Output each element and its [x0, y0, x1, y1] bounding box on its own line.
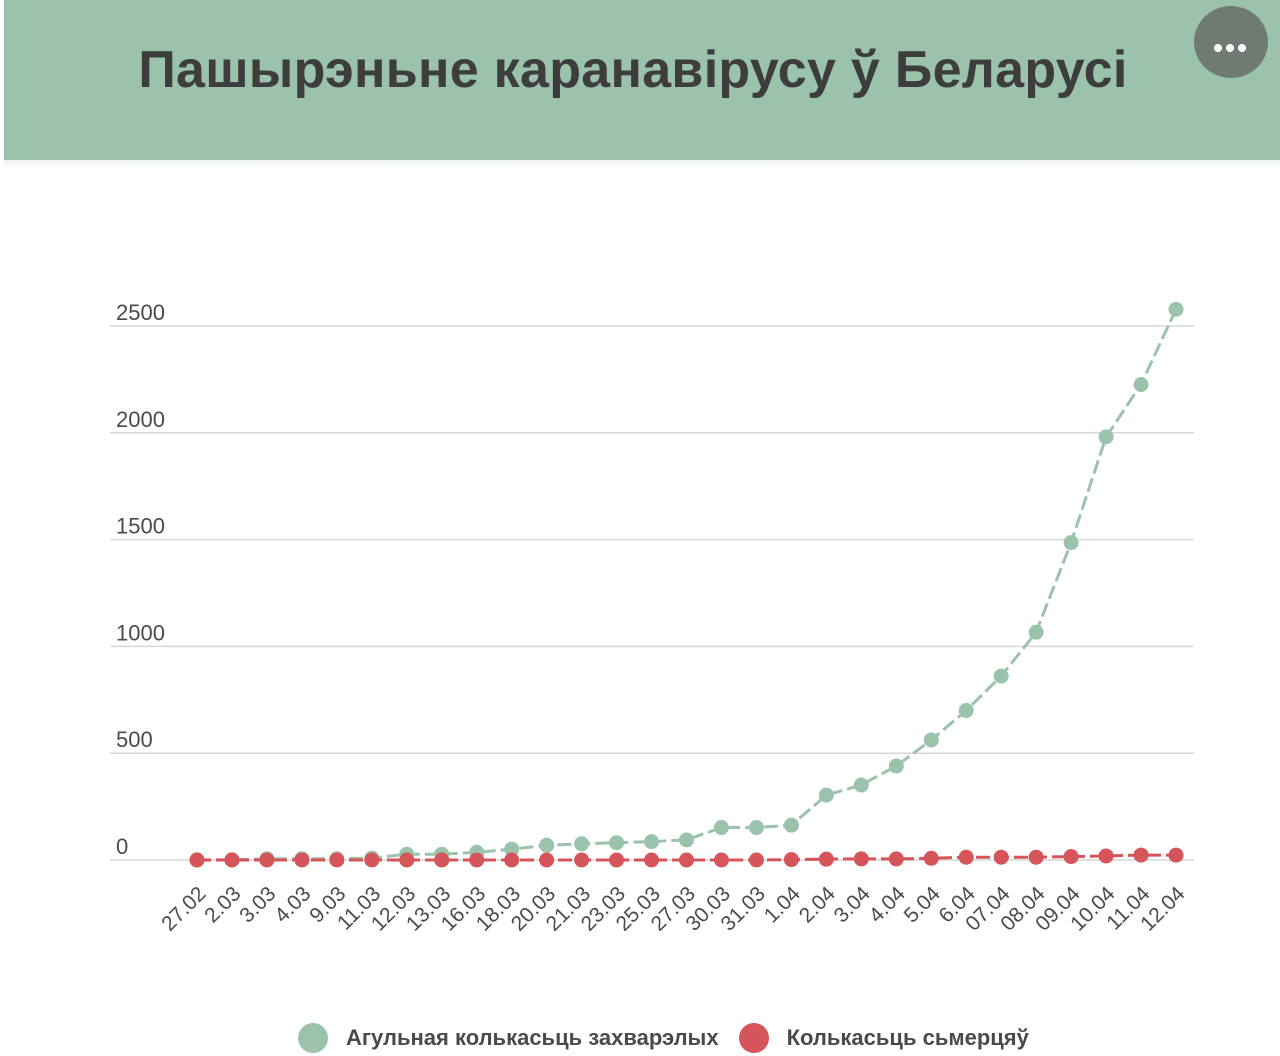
- data-point-0: [783, 817, 799, 833]
- data-point-1: [783, 852, 799, 868]
- data-point-1: [469, 852, 485, 868]
- more-options-button[interactable]: [1194, 6, 1268, 78]
- data-point-0: [1063, 535, 1079, 551]
- data-point-1: [189, 852, 205, 868]
- data-point-0: [609, 835, 625, 851]
- x-tick-label: 4.03: [270, 882, 315, 927]
- legend-item-deaths[interactable]: Колькасьць сьмерцяў: [738, 1023, 1029, 1053]
- data-point-1: [574, 852, 590, 868]
- data-point-1: [958, 849, 974, 865]
- data-point-1: [1098, 848, 1114, 864]
- x-tick-label: 5.04: [900, 882, 945, 927]
- data-point-1: [539, 852, 555, 868]
- data-point-0: [679, 832, 694, 848]
- legend-label-cases: Агульная колькасьць захварэлых: [346, 1025, 719, 1050]
- data-point-1: [1168, 847, 1184, 863]
- data-point-0: [818, 787, 834, 803]
- data-point-1: [748, 852, 764, 868]
- data-point-1: [713, 852, 729, 868]
- data-point-1: [679, 852, 694, 868]
- data-point-1: [818, 851, 834, 867]
- x-tick-label: 2.04: [795, 882, 840, 927]
- data-point-0: [1098, 429, 1114, 445]
- x-tick-label: 2.03: [200, 882, 245, 927]
- data-point-0: [853, 777, 869, 793]
- data-point-1: [294, 852, 310, 868]
- x-tick-label: 4.04: [865, 882, 910, 927]
- data-point-1: [504, 852, 520, 868]
- x-tick-label: 1.04: [760, 882, 805, 927]
- data-point-0: [1133, 377, 1149, 393]
- data-point-0: [713, 820, 729, 836]
- data-point-0: [888, 758, 904, 774]
- data-point-0: [1028, 624, 1044, 640]
- data-point-0: [574, 836, 590, 852]
- data-point-1: [1133, 847, 1149, 863]
- x-tick-label: 3.03: [235, 882, 280, 927]
- page-title: Пашырэньне каранавірусу ў Беларусі: [138, 41, 1128, 99]
- header-banner: Пашырэньне каранавірусу ў Беларусі: [4, 0, 1280, 160]
- data-point-0: [748, 820, 764, 836]
- data-point-1: [224, 852, 240, 868]
- data-point-1: [364, 852, 380, 868]
- data-point-0: [923, 732, 939, 748]
- legend-item-cases[interactable]: Агульная колькасьць захварэлых: [298, 1023, 719, 1053]
- y-tick-label: 2000: [116, 407, 165, 432]
- series-line-0: [197, 308, 1178, 862]
- data-point-1: [1028, 849, 1044, 865]
- data-point-1: [399, 852, 415, 868]
- data-point-1: [888, 851, 904, 867]
- y-tick-label: 1500: [116, 514, 165, 539]
- y-tick-label: 500: [116, 727, 153, 752]
- y-tick-label: 1000: [116, 620, 165, 645]
- data-point-1: [853, 851, 869, 867]
- data-point-0: [644, 834, 660, 850]
- data-point-1: [434, 852, 450, 868]
- header-shadow: [4, 160, 1280, 168]
- data-point-0: [993, 668, 1009, 684]
- data-point-1: [1063, 849, 1079, 865]
- data-point-0: [1168, 301, 1184, 317]
- data-point-1: [259, 852, 275, 868]
- y-tick-label: 0: [116, 834, 128, 859]
- legend-swatch-cases: [298, 1023, 328, 1053]
- series-line-1: [197, 853, 1176, 862]
- data-point-1: [993, 849, 1009, 865]
- legend: Агульная колькасьць захварэлых Колькасьц…: [298, 1020, 1029, 1056]
- data-point-0: [958, 702, 974, 718]
- data-point-1: [329, 852, 345, 868]
- data-point-0: [539, 837, 555, 853]
- legend-swatch-deaths: [738, 1023, 769, 1053]
- data-point-1: [609, 852, 625, 868]
- y-tick-label: 2500: [116, 300, 165, 325]
- data-point-0: [504, 841, 520, 857]
- data-point-1: [923, 850, 939, 866]
- legend-label-deaths: Колькасьць сьмерцяў: [786, 1025, 1029, 1050]
- more-horizontal-icon: [1214, 44, 1246, 52]
- data-point-1: [644, 852, 660, 868]
- x-tick-label: 3.04: [830, 882, 875, 927]
